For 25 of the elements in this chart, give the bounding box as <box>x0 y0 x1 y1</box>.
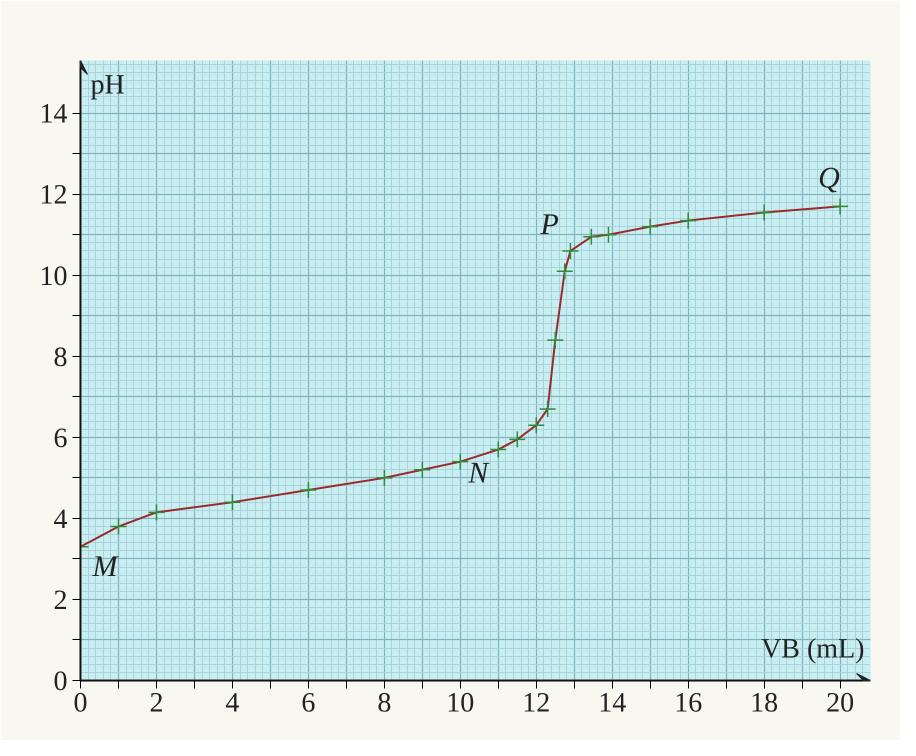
y-tick-label: 2 <box>54 584 68 616</box>
x-tick-label: 4 <box>225 688 240 718</box>
x-tick-label: 20 <box>826 688 854 718</box>
x-tick-label: 2 <box>149 688 164 718</box>
x-tick-label: 12 <box>522 688 550 718</box>
x-tick-label: 8 <box>377 688 392 718</box>
annotation: N <box>467 456 490 490</box>
x-tick-label: 10 <box>446 688 474 718</box>
y-tick-label: 8 <box>54 342 68 373</box>
x-axis-title: VB (mL) <box>761 633 865 664</box>
y-tick-label: 0 <box>54 666 68 697</box>
x-tick-label: 0 <box>74 688 88 718</box>
y-tick-label: 6 <box>54 422 68 454</box>
annotation: M <box>92 550 120 583</box>
x-tick-label: 16 <box>674 688 702 718</box>
y-tick-label: 4 <box>54 504 68 535</box>
x-tick-label: 14 <box>598 688 626 718</box>
annotation: Q <box>818 161 840 194</box>
x-tick-label: 6 <box>301 688 316 718</box>
y-tick-label: 12 <box>40 180 68 211</box>
annotation: P <box>539 208 559 241</box>
y-tick-label: 10 <box>40 260 68 292</box>
x-tick-label: 18 <box>750 688 778 718</box>
y-axis-title: pH <box>90 70 125 100</box>
y-tick-label: 14 <box>40 98 68 130</box>
